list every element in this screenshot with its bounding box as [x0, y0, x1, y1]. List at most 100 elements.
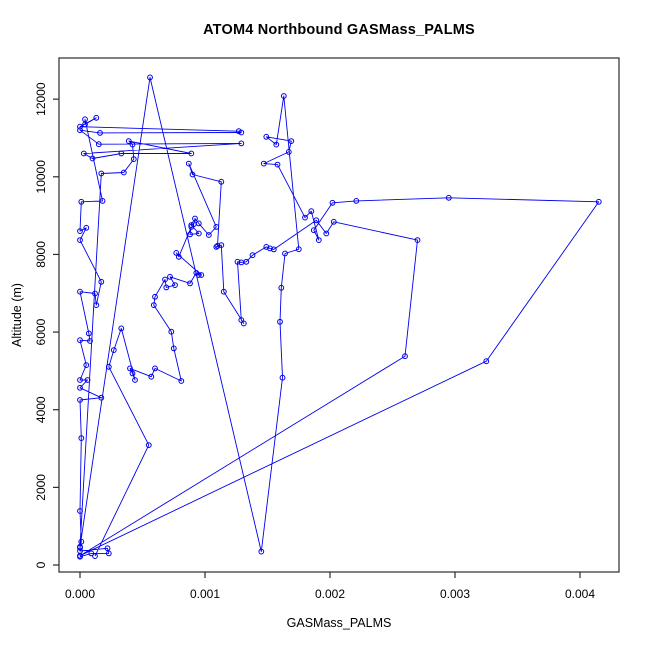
data-point — [130, 156, 137, 163]
data-point — [330, 218, 337, 225]
data-point — [129, 141, 136, 148]
data-point — [105, 363, 112, 370]
data-point — [167, 273, 173, 280]
data-point — [188, 150, 195, 157]
data-point — [78, 538, 85, 545]
data-point — [278, 284, 285, 291]
x-tick-label: 0.003 — [440, 587, 470, 601]
plot-box — [58, 57, 620, 573]
data-point — [77, 123, 83, 130]
data-point — [77, 337, 83, 344]
data-point — [83, 362, 90, 369]
data-line — [79, 76, 600, 558]
data-point — [147, 74, 153, 81]
data-point — [82, 116, 88, 123]
data-point — [145, 442, 152, 449]
data-point — [220, 288, 227, 295]
data-point — [99, 198, 106, 204]
data-point — [93, 114, 100, 121]
data-point — [187, 231, 193, 238]
data-point — [595, 198, 602, 205]
data-point — [218, 242, 225, 249]
x-tick-label: 0.002 — [315, 587, 345, 601]
data-point — [238, 259, 245, 266]
data-point — [240, 320, 247, 327]
data-point — [77, 228, 83, 235]
data-point — [274, 161, 281, 168]
data-point — [88, 550, 95, 557]
data-point — [78, 435, 85, 442]
data-point — [249, 252, 256, 259]
data-point — [192, 215, 198, 222]
data-point — [77, 508, 83, 514]
data-point — [77, 552, 83, 559]
data-point — [97, 130, 103, 136]
data-point — [89, 155, 96, 162]
data-point — [98, 170, 105, 177]
data-point — [238, 140, 245, 147]
data-point — [483, 358, 490, 365]
data-point — [195, 220, 202, 227]
data-point — [188, 222, 195, 229]
data-point — [313, 217, 320, 224]
data-point — [260, 160, 267, 167]
data-point — [148, 373, 155, 380]
data-point — [85, 330, 92, 337]
data-point — [118, 150, 125, 157]
data-point — [414, 237, 421, 244]
data-point — [82, 121, 88, 128]
data-point — [92, 290, 98, 297]
data-point — [77, 237, 83, 244]
data-point — [258, 548, 265, 555]
data-point — [295, 246, 302, 253]
data-point — [168, 328, 175, 335]
data-point — [84, 377, 91, 383]
data-point — [77, 127, 83, 134]
y-tick-label: 2000 — [34, 474, 48, 501]
data-point — [302, 214, 308, 221]
data-point — [110, 347, 117, 354]
data-point — [205, 232, 212, 238]
data-point — [77, 377, 83, 383]
x-tick-label: 0.004 — [565, 587, 595, 601]
data-point — [277, 318, 283, 325]
data-point — [92, 553, 98, 559]
data-point — [279, 374, 286, 381]
data-point — [213, 244, 220, 250]
data-point — [188, 224, 195, 230]
data-point — [213, 224, 220, 230]
data-point — [150, 302, 157, 309]
data-point — [129, 370, 136, 377]
data-point — [267, 245, 273, 252]
data-point — [87, 338, 93, 344]
data-point — [189, 171, 196, 178]
data-point — [270, 246, 277, 253]
data-point — [162, 276, 168, 283]
data-point — [120, 169, 127, 176]
data-point — [402, 353, 408, 360]
data-point — [195, 230, 202, 237]
data-point — [329, 199, 336, 206]
x-tick-label: 0.001 — [190, 587, 220, 601]
chart-title: ATOM4 Northbound GASMass_PALMS — [203, 22, 475, 38]
y-tick-label: 4000 — [34, 396, 48, 423]
data-point — [95, 141, 102, 148]
y-tick-label: 10000 — [34, 160, 48, 194]
data-point — [218, 178, 225, 185]
x-tick-label: 0.000 — [65, 587, 95, 601]
data-point — [178, 378, 185, 384]
y-axis-label: Altitude (m) — [10, 283, 24, 347]
data-point — [78, 198, 85, 205]
data-point — [282, 250, 288, 257]
data-point — [308, 208, 315, 215]
data-point — [445, 194, 452, 201]
data-point — [118, 325, 125, 332]
data-point — [263, 133, 270, 140]
data-point — [77, 543, 83, 550]
data-point — [353, 198, 360, 204]
data-point — [132, 377, 138, 383]
data-point — [127, 365, 133, 372]
data-point — [125, 138, 132, 145]
data-point — [152, 293, 158, 300]
